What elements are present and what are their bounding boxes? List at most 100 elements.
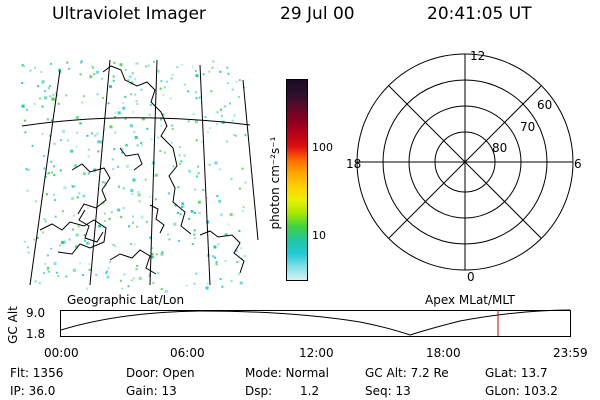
emission-point [234,249,238,253]
door-status: Door: Open [126,366,195,380]
emission-point [122,207,125,210]
emission-point [216,111,219,114]
emission-point [120,147,124,151]
emission-point [27,251,30,254]
altitude-xtick-2359: 23:59 [553,346,588,360]
emission-point [181,206,183,208]
emission-point [177,240,180,243]
emission-point [231,119,234,122]
emission-point [122,102,125,104]
emission-point [87,172,90,175]
emission-point [198,212,201,215]
altitude-ytick-high: 9.0 [26,306,46,320]
emission-point [72,214,75,217]
emission-point [96,93,99,96]
emission-point [47,266,50,269]
emission-point [55,271,58,274]
emission-point [148,272,151,275]
emission-point [41,133,44,136]
emission-point [136,144,139,147]
emission-point [187,120,190,123]
emission-point [125,144,128,146]
emission-point [141,144,143,147]
emission-point [162,93,165,96]
emission-point [232,133,235,136]
emission-point [29,69,32,72]
emission-point [133,78,136,81]
altitude-plot-frame [60,310,571,337]
emission-point [157,71,160,74]
emission-point [192,113,195,116]
emission-point [215,263,218,266]
emission-point [149,104,152,106]
emission-point [212,60,215,63]
emission-point [105,270,108,273]
emission-point [162,113,165,116]
emission-point [167,233,169,236]
emission-point [173,222,177,226]
sequence-number: Seq: 13 [365,384,411,398]
emission-point [48,270,51,273]
emission-point [23,240,26,243]
emission-point [239,281,243,285]
emission-point [108,217,111,220]
emission-point [39,97,42,100]
emission-point [144,178,147,181]
emission-point [138,276,142,280]
emission-point [114,111,117,114]
emission-point [131,72,134,75]
emission-point [155,253,158,256]
emission-point [105,272,107,275]
emission-point [114,131,117,134]
emission-point [136,225,138,228]
emission-point [73,164,77,168]
emission-point [92,66,94,69]
emission-point [81,101,84,104]
emission-point [235,80,238,83]
emission-point [52,93,55,96]
emission-point [78,192,81,195]
emission-point [194,212,196,214]
emission-point [197,172,200,175]
emission-point [237,273,240,276]
emission-point [231,88,234,91]
emission-point [113,148,116,151]
emission-point [160,124,163,127]
emission-point [227,72,230,75]
emission-point [23,65,26,68]
emission-point [132,111,135,114]
emission-point [49,134,52,137]
emission-point [91,132,94,135]
emission-point [34,200,37,203]
emission-point [51,171,53,174]
emission-point [120,215,123,218]
emission-point [128,225,130,228]
emission-point [94,273,97,276]
emission-point [83,234,86,236]
emission-point [122,187,125,190]
emission-point [197,200,201,204]
emission-point [238,79,241,82]
emission-point [76,131,79,134]
emission-point [121,151,124,154]
emission-point [160,118,162,121]
emission-point [93,168,97,172]
emission-point [130,243,133,245]
emission-point [55,92,58,95]
colorbar [286,79,308,281]
emission-point [163,86,166,89]
geo-longitude: GLon: 103.2 [485,384,558,398]
emission-point [111,158,114,161]
emission-point [63,239,66,242]
emission-point [41,105,44,108]
emission-point [80,60,83,63]
emission-point [102,181,104,184]
altitude-plot [60,309,571,337]
emission-point [197,165,199,168]
emission-point [46,118,49,121]
emission-point [161,251,164,254]
emission-point [127,79,130,81]
colorbar-tick-100: 100 [312,141,333,154]
emission-point [151,247,154,250]
emission-point [214,161,218,165]
